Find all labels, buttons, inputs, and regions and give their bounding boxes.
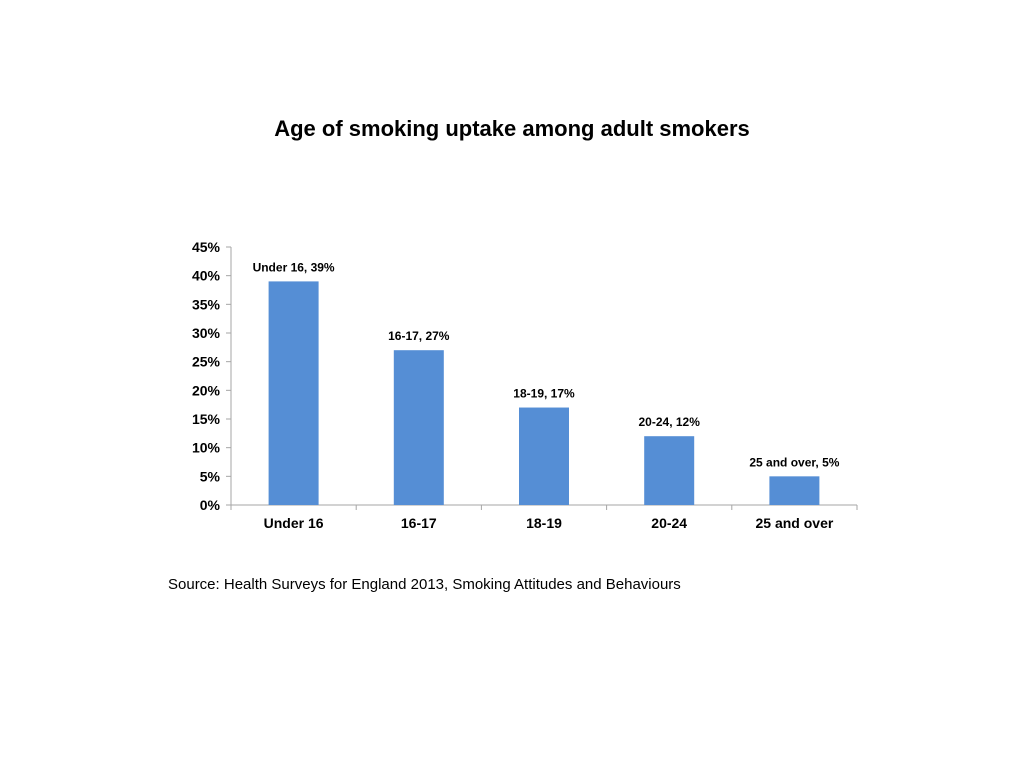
x-tick-label: 18-19 — [526, 515, 562, 531]
data-label: 18-19, 17% — [513, 387, 575, 401]
data-label: 20-24, 12% — [639, 415, 701, 429]
bar — [644, 436, 695, 505]
y-tick-label: 30% — [192, 325, 221, 341]
y-tick-label: 10% — [192, 440, 221, 456]
x-tick-label: 25 and over — [755, 515, 833, 531]
y-tick-label: 5% — [200, 468, 221, 484]
y-tick-label: 15% — [192, 411, 221, 427]
y-tick-label: 40% — [192, 268, 221, 284]
data-label: 16-17, 27% — [388, 329, 450, 343]
y-tick-label: 0% — [200, 497, 221, 513]
y-tick-label: 35% — [192, 296, 221, 312]
bar — [769, 476, 820, 505]
y-tick-label: 25% — [192, 354, 221, 370]
chart-bars — [268, 281, 820, 505]
y-tick-label: 45% — [192, 239, 221, 255]
data-label: Under 16, 39% — [253, 260, 335, 274]
bar — [268, 281, 319, 505]
y-tick-label: 20% — [192, 382, 221, 398]
x-tick-label: 16-17 — [401, 515, 437, 531]
bar — [393, 350, 444, 505]
chart-title: Age of smoking uptake among adult smoker… — [274, 116, 750, 141]
bar — [519, 407, 569, 505]
x-tick-label: 20-24 — [651, 515, 687, 531]
source-note: Source: Health Surveys for England 2013,… — [168, 576, 681, 593]
x-tick-label: Under 16 — [264, 515, 324, 531]
chart-labels: Under 16, 39% Under 16 16-17, 27% 16-17 18-1… — [253, 260, 840, 531]
data-label: 25 and over, 5% — [749, 455, 839, 469]
